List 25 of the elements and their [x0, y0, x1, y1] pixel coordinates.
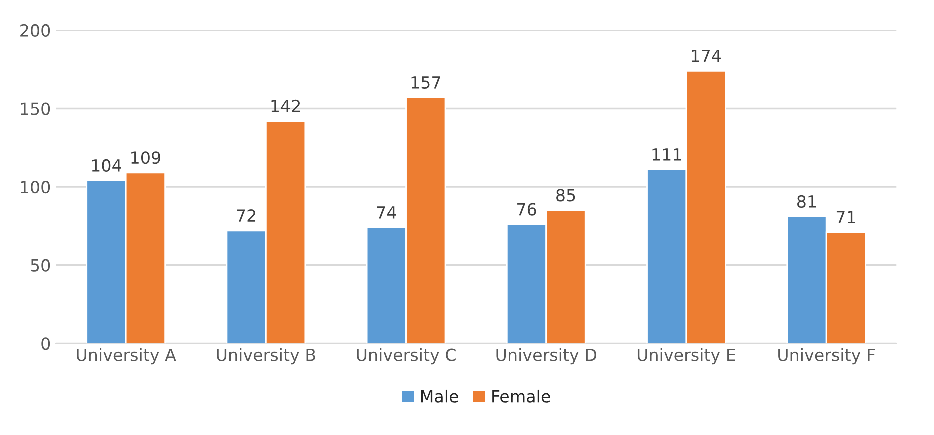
x-tick-label: University C	[357, 348, 456, 365]
data-label: 71	[836, 211, 856, 224]
data-label: 111	[652, 148, 682, 161]
legend-label: Male	[421, 390, 458, 403]
y-tick-label: 0	[42, 338, 50, 350]
data-label: 72	[237, 210, 256, 222]
x-tick-label: University F	[778, 348, 876, 365]
y-tick-label: 150	[21, 102, 50, 116]
data-label: 104	[92, 159, 122, 172]
data-label: 81	[798, 195, 816, 208]
x-tick-label: University E	[638, 348, 736, 365]
data-label: 74	[377, 206, 396, 219]
x-tick-label: University D	[496, 348, 597, 365]
x-tick-label: University B	[217, 348, 316, 365]
x-tick-label: University A	[77, 348, 176, 365]
data-label: 85	[556, 189, 576, 202]
y-tick-label: 100	[21, 181, 50, 194]
data-label: 157	[412, 76, 440, 90]
data-label: 142	[272, 100, 300, 112]
data-label: 174	[692, 50, 722, 62]
y-tick-label: 50	[31, 259, 50, 272]
y-tick-label: 200	[20, 24, 50, 38]
legend-label: Female	[492, 390, 550, 403]
data-label: 76	[518, 203, 536, 216]
data-label: 109	[132, 152, 160, 164]
